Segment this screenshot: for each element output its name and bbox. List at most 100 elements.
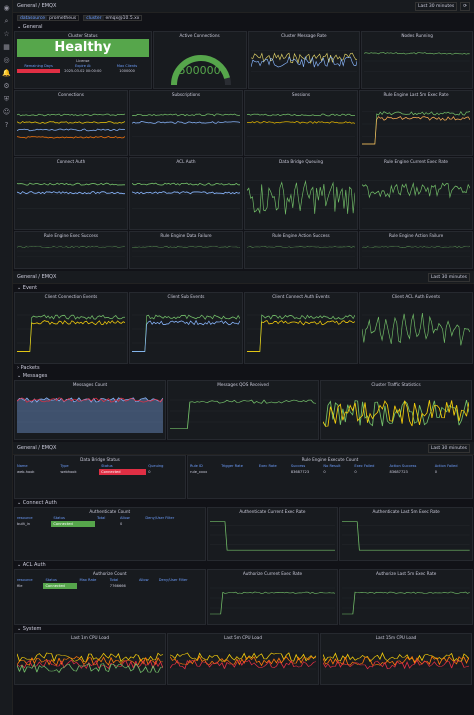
dashboard: General / EMQX Last 30 minutes ⟳ datasou…	[13, 0, 474, 715]
table-row: file Connected 7766666	[17, 583, 126, 589]
panel-title: Active Connections	[179, 33, 220, 38]
chart	[322, 642, 470, 678]
table-row: rule_xxxx 83687723 0 0 83687723 0	[190, 470, 437, 474]
row-connect-auth[interactable]: ⌄ Connect Auth	[17, 500, 57, 506]
chart	[132, 301, 241, 357]
chart	[169, 642, 317, 678]
dashboards-icon[interactable]: ▦	[3, 43, 10, 51]
row-acl-auth[interactable]: ⌄ ACL Auth	[17, 562, 46, 568]
data-bridge-status-panel: Data Bridge Status Name Type Status Queuing…	[14, 455, 186, 499]
panel-last-5m-cpu-load: Last 5m CPU Load	[167, 633, 319, 685]
chart	[362, 99, 471, 149]
chart	[209, 578, 336, 618]
top-bar-3: General / EMQX Last 30 minutes	[13, 442, 474, 455]
settings-icon[interactable]: ⚙	[3, 82, 10, 90]
panel-rule-engine-current-exec-rate: Rule Engine Current Exec Rate	[359, 157, 473, 230]
chart	[361, 240, 471, 262]
license-headers: Remaining Days Expire At Max Clients	[24, 64, 138, 68]
panel-subscriptions: Subscriptions	[129, 90, 243, 156]
status-badge: Healthy	[17, 39, 149, 57]
chart	[16, 99, 126, 149]
chart	[322, 389, 470, 433]
rule-exec-count-panel: Rule Engine Execute Count Rule ID Trigger…	[187, 455, 473, 499]
explore-icon[interactable]: ◎	[3, 56, 10, 64]
panel-rule-engine-data-failure: Rule Engine Data Failure	[129, 231, 243, 269]
top-bar-2: General / EMQX Last 30 minutes	[13, 271, 474, 284]
chart	[246, 240, 356, 262]
variable-cluster[interactable]: cluster emqx@10.5.xx	[83, 15, 143, 21]
panel-nodes-running: Nodes Running	[361, 31, 473, 89]
chart	[250, 40, 358, 82]
row-messages[interactable]: ⌄ Messages	[17, 373, 48, 379]
chart	[16, 240, 126, 262]
row-general[interactable]: ⌄ General	[17, 24, 43, 30]
variable-datasource[interactable]: datasource prometheus	[17, 15, 80, 21]
chart	[209, 516, 336, 554]
panel-client-connect-auth-events: Client Connect Auth Events	[244, 292, 358, 364]
panel-message-rate: Cluster Message Rate	[247, 31, 361, 89]
authorize-count-panel: Authorize Count resource Status Max Rate To…	[14, 569, 206, 625]
search-icon[interactable]: ⌕	[4, 17, 9, 25]
panel-messages-count: Messages Count	[14, 380, 166, 440]
user-icon[interactable]: ☺	[2, 108, 11, 116]
panel-client-acl-auth-events: Client ACL Auth Events	[359, 292, 473, 364]
variables-bar: datasource prometheus cluster emqx@10.5.xx	[13, 13, 474, 23]
panel-title: Cluster Status	[68, 33, 98, 38]
row-event[interactable]: ⌄ Event	[17, 285, 38, 291]
panel-sessions: Sessions	[244, 90, 358, 156]
refresh-button[interactable]: ⟳	[460, 1, 470, 11]
cluster-status-panel: Cluster Status Healthy License Remaining…	[14, 31, 152, 89]
panel-auth-last5: Authenticate Last 5m Exec Rate	[339, 507, 473, 561]
table-row: web-hook webhook Connected 0	[17, 469, 151, 475]
chart	[16, 389, 164, 433]
panel-last-15m-cpu-load: Last 15m CPU Load	[320, 633, 472, 685]
active-connections-panel: Active Connections 500000	[152, 31, 247, 89]
chart	[342, 516, 470, 554]
shield-icon[interactable]: ⛨	[3, 95, 10, 103]
panel-client-sub-events: Client Sub Events	[129, 292, 243, 364]
grafana-logo-icon[interactable]: ◉	[3, 4, 10, 12]
panel-rule-engine-last-5m-exec-rate: Rule Engine Last 5m Exec Rate	[359, 90, 473, 156]
chart	[364, 40, 471, 82]
authz-table: resource Status Max Rate Total Allow Deny/Use…	[15, 577, 205, 589]
sidebar: ◉ ⌕ ☆ ▦ ◎ 🔔 ⚙ ⛨ ☺?	[0, 0, 13, 715]
license-label: License	[76, 59, 90, 63]
chart	[170, 389, 317, 433]
authenticate-count-panel: Authenticate Count resource Status Total Al…	[14, 507, 206, 561]
row-packets[interactable]: › Packets	[17, 365, 40, 371]
page-title[interactable]: General / EMQX	[17, 3, 57, 9]
row-system[interactable]: ⌄ System	[17, 626, 42, 632]
chart	[131, 240, 241, 262]
chart	[131, 166, 241, 223]
panel-data-bridge-queuing: Data Bridge Queuing	[244, 157, 358, 230]
help-icon[interactable]: ?	[4, 121, 9, 129]
table-row: built_in Connected 0	[17, 521, 123, 527]
chart	[17, 301, 126, 357]
chart	[247, 301, 356, 357]
star-icon[interactable]: ☆	[3, 30, 10, 38]
panel-authz-last5: Authorize Last 5m Exec Rate	[339, 569, 473, 625]
bridge-table: Name Type Status Queuing web-hook webhook Con…	[15, 463, 185, 475]
alerting-icon[interactable]: 🔔	[2, 69, 11, 77]
panel-rule-engine-exec-success: Rule Engine Exec Success	[14, 231, 128, 269]
chart	[16, 642, 164, 678]
panel-cluster-traffic-statistics: Cluster Traffic Statistics	[320, 380, 472, 440]
panel-acl-auth: ACL Auth	[129, 157, 243, 230]
top-bar: General / EMQX Last 30 minutes ⟳	[13, 0, 474, 13]
chart	[246, 99, 356, 149]
time-range-picker[interactable]: Last 30 minutes	[415, 1, 458, 11]
panel-messages-qos-received: Messages QOS Received	[167, 380, 319, 440]
gauge-value: 500000	[178, 64, 221, 77]
panel-client-connection-events: Client Connection Events	[14, 292, 128, 364]
license-values: 2025-03-02 00:00:00 1000000	[17, 69, 149, 73]
gauge	[170, 55, 231, 86]
chart	[16, 166, 125, 223]
panel-connections: Connections	[14, 90, 128, 156]
chart	[361, 301, 471, 357]
chart	[246, 166, 356, 223]
auth-table: resource Status Total Allow Deny/User Filter…	[15, 515, 205, 527]
panel-authz-current: Authorize Current Exec Rate	[206, 569, 339, 625]
chart	[131, 99, 241, 149]
panel-last-1m-cpu-load: Last 1m CPU Load	[14, 633, 166, 685]
chart	[342, 578, 471, 618]
